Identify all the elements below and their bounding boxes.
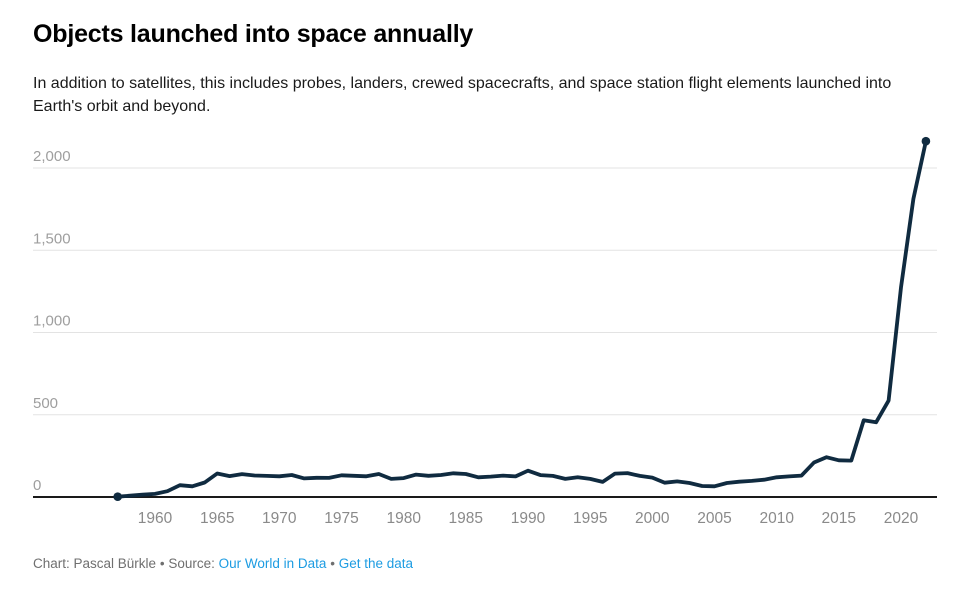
- x-axis-tick-label: 1965: [200, 510, 234, 527]
- footer-separator: •: [159, 556, 165, 571]
- chart-title: Objects launched into space annually: [33, 20, 474, 48]
- y-axis-tick-label: 1,500: [33, 230, 71, 247]
- footer-separator: •: [330, 556, 335, 571]
- chart-footer: Chart: Pascal Bürkle • Source: Our World…: [33, 556, 413, 571]
- x-axis-tick-label: 1990: [511, 510, 546, 527]
- chart-subtitle: In addition to satellites, this includes…: [33, 75, 892, 115]
- x-axis-tick-label: 1980: [386, 510, 421, 527]
- x-axis-tick-label: 2010: [759, 510, 794, 527]
- x-axis-tick-label: 1970: [262, 510, 297, 527]
- y-axis-tick-label: 2,000: [33, 148, 71, 165]
- x-axis-tick-label: 1995: [573, 510, 607, 527]
- x-axis-tick-label: 2005: [697, 510, 731, 527]
- x-axis-tick-label: 1975: [324, 510, 358, 527]
- y-axis-tick-label: 500: [33, 395, 58, 412]
- y-axis-tick-label: 1,000: [33, 313, 71, 330]
- source-link[interactable]: Our World in Data: [218, 556, 327, 571]
- chart-credit: Chart: Pascal Bürkle: [33, 556, 157, 571]
- x-axis-tick-label: 2000: [635, 510, 670, 527]
- x-axis-tick-label: 1985: [449, 510, 483, 527]
- x-axis-tick-label: 2015: [822, 510, 856, 527]
- x-axis-tick-label: 1960: [138, 510, 173, 527]
- source-label: Source:: [168, 556, 215, 571]
- data-point-marker: [113, 492, 122, 502]
- y-axis-tick-label: 0: [33, 477, 41, 494]
- data-point-marker: [921, 136, 931, 146]
- get-the-data-link[interactable]: Get the data: [338, 556, 413, 571]
- data-line: [115, 139, 928, 499]
- x-axis-tick-label: 2020: [884, 510, 919, 527]
